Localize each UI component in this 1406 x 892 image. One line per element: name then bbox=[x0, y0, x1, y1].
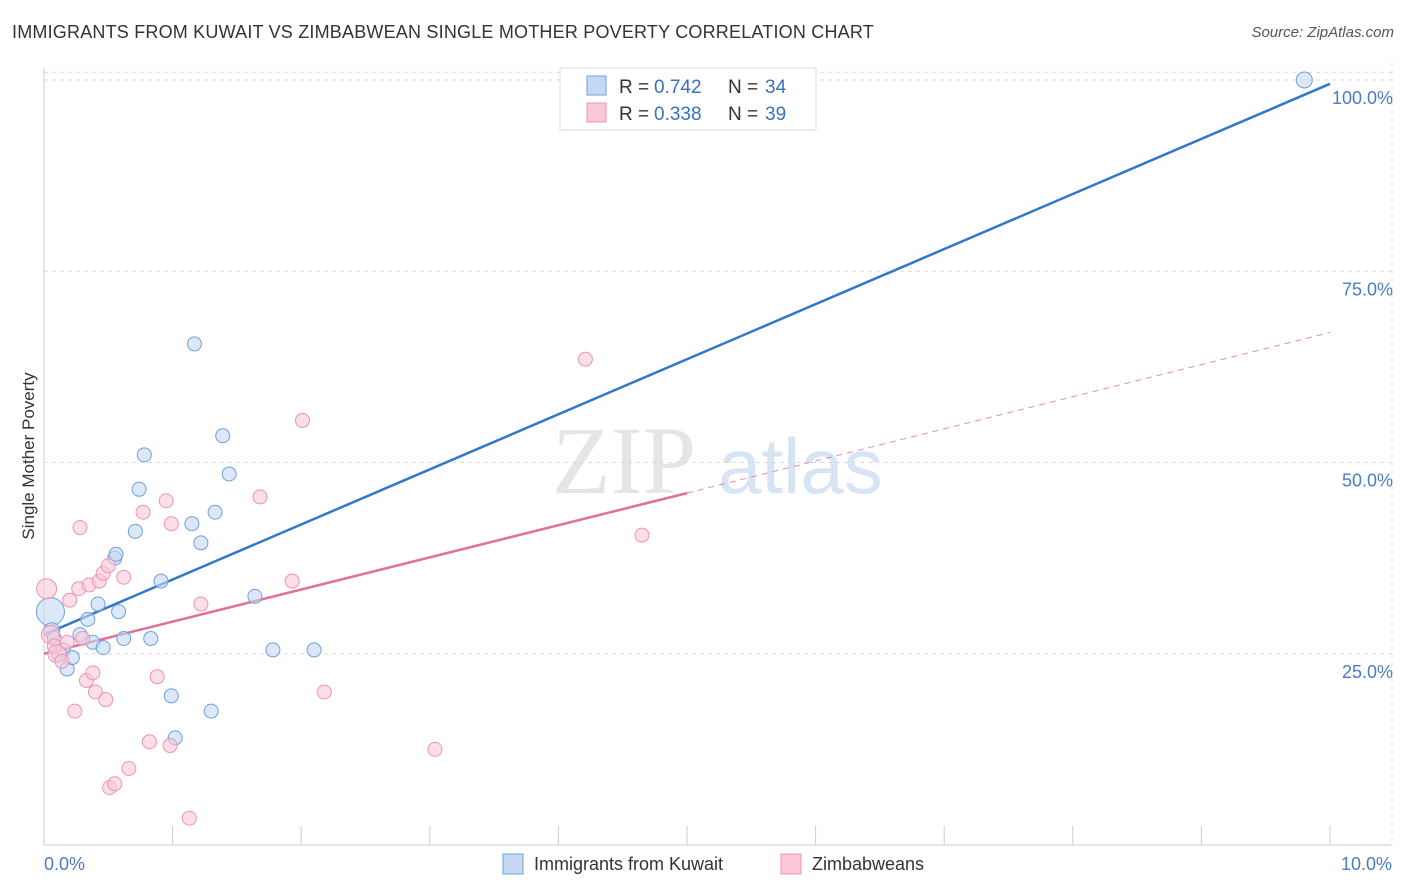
point-zimbabweans-32 bbox=[284, 573, 300, 589]
point-zimbabweans-36 bbox=[577, 351, 593, 367]
point-zimbabweans-17 bbox=[100, 558, 116, 574]
trend-line-dashed-1 bbox=[686, 331, 1331, 494]
y-tick-label-3: 100.0% bbox=[1332, 88, 1393, 108]
point-zimbabweans-6 bbox=[62, 592, 78, 608]
y-tick-label-0: 25.0% bbox=[1342, 662, 1393, 682]
point-kuwait-26 bbox=[203, 703, 219, 719]
legend: R = 0.742 N = 34 R = 0.338 N = 39 bbox=[559, 67, 817, 131]
point-kuwait-15 bbox=[116, 630, 132, 646]
point-zimbabweans-35 bbox=[427, 741, 443, 757]
point-kuwait-28 bbox=[215, 428, 231, 444]
point-zimbabweans-9 bbox=[72, 520, 88, 536]
point-kuwait-24 bbox=[184, 516, 200, 532]
trend-line-solid-1 bbox=[43, 491, 688, 655]
chart-source: Source: ZipAtlas.com bbox=[1251, 24, 1394, 41]
legend-n-label-kuwait: N = bbox=[728, 77, 758, 98]
point-zimbabweans-31 bbox=[252, 489, 268, 505]
legend-swatch-kuwait bbox=[586, 75, 607, 96]
x-tick-labels: 0.0% 10.0% bbox=[44, 854, 1392, 874]
point-zimbabweans-24 bbox=[141, 734, 157, 750]
y-tick-label-1: 50.0% bbox=[1342, 471, 1393, 491]
point-zimbabweans-25 bbox=[149, 669, 165, 685]
point-zimbabweans-27 bbox=[162, 738, 178, 754]
point-zimbabweans-22 bbox=[121, 761, 137, 776]
point-zimbabweans-7 bbox=[67, 703, 83, 719]
point-zimbabweans-5 bbox=[59, 634, 75, 650]
trend-lines bbox=[43, 82, 1331, 655]
y-tick-labels: 25.0% 50.0% 75.0% 100.0% bbox=[1332, 88, 1393, 682]
point-zimbabweans-33 bbox=[294, 412, 310, 428]
point-kuwait-19 bbox=[143, 630, 159, 646]
point-zimbabweans-20 bbox=[107, 776, 123, 792]
point-kuwait-25 bbox=[193, 535, 209, 551]
data-points bbox=[35, 71, 1313, 826]
point-zimbabweans-4 bbox=[54, 653, 70, 669]
point-kuwait-21 bbox=[163, 688, 179, 704]
point-zimbabweans-28 bbox=[163, 516, 179, 532]
grid-lines bbox=[44, 62, 1393, 845]
point-zimbabweans-23 bbox=[135, 504, 151, 520]
point-zimbabweans-26 bbox=[158, 493, 174, 509]
axes bbox=[43, 68, 1392, 846]
point-zimbabweans-21 bbox=[116, 569, 132, 585]
point-kuwait-29 bbox=[221, 466, 237, 482]
y-tick-label-2: 75.0% bbox=[1342, 279, 1393, 299]
point-kuwait-23 bbox=[186, 336, 202, 352]
point-kuwait-13 bbox=[108, 546, 124, 562]
point-kuwait-18 bbox=[136, 447, 152, 463]
chart-title: IMMIGRANTS FROM KUWAIT VS ZIMBABWEAN SIN… bbox=[12, 22, 874, 42]
bottom-legend: Immigrants from Kuwait Zimbabweans bbox=[502, 853, 924, 875]
point-zimbabweans-0 bbox=[36, 578, 58, 600]
point-kuwait-31 bbox=[265, 642, 281, 658]
point-kuwait-20 bbox=[153, 573, 169, 589]
bottom-legend-swatch-kuwait bbox=[502, 853, 524, 875]
watermark-atlas: atlas bbox=[718, 422, 883, 510]
point-zimbabweans-34 bbox=[316, 684, 332, 700]
point-zimbabweans-30 bbox=[193, 596, 209, 612]
bottom-legend-swatch-zimbabweans bbox=[780, 853, 802, 875]
point-kuwait-11 bbox=[95, 640, 111, 656]
y-axis-label: Single Mother Poverty bbox=[19, 372, 38, 540]
x-tick-label-max: 10.0% bbox=[1341, 854, 1392, 874]
watermark: ZIP atlas bbox=[552, 407, 883, 514]
legend-r-label-zimbabweans: R = bbox=[619, 104, 649, 125]
point-kuwait-17 bbox=[131, 481, 147, 497]
point-zimbabweans-29 bbox=[181, 810, 197, 826]
legend-n-value-zimbabweans: 39 bbox=[765, 104, 786, 125]
point-kuwait-33 bbox=[1295, 71, 1313, 89]
point-zimbabweans-18 bbox=[98, 692, 114, 708]
point-kuwait-30 bbox=[247, 588, 263, 604]
legend-r-value-kuwait: 0.742 bbox=[654, 77, 702, 98]
point-kuwait-0 bbox=[35, 597, 65, 627]
legend-r-value-zimbabweans: 0.338 bbox=[654, 104, 702, 125]
legend-swatch-zimbabweans bbox=[586, 102, 607, 123]
bottom-legend-label-kuwait: Immigrants from Kuwait bbox=[534, 854, 723, 874]
point-zimbabweans-14 bbox=[87, 684, 103, 700]
legend-r-label-kuwait: R = bbox=[619, 77, 649, 98]
point-kuwait-32 bbox=[306, 642, 322, 658]
point-zimbabweans-37 bbox=[634, 527, 650, 543]
point-kuwait-16 bbox=[127, 523, 143, 539]
point-zimbabweans-13 bbox=[85, 665, 101, 681]
point-kuwait-27 bbox=[207, 504, 223, 520]
bottom-legend-label-zimbabweans: Zimbabweans bbox=[812, 854, 924, 874]
trend-line-solid-0 bbox=[43, 82, 1331, 636]
point-zimbabweans-10 bbox=[75, 630, 91, 646]
watermark-zip: ZIP bbox=[552, 407, 696, 514]
legend-n-label-zimbabweans: N = bbox=[728, 104, 758, 125]
point-kuwait-10 bbox=[90, 596, 106, 612]
x-tick-label-min: 0.0% bbox=[44, 854, 85, 874]
legend-n-value-kuwait: 34 bbox=[765, 77, 787, 98]
point-kuwait-8 bbox=[80, 611, 96, 627]
point-kuwait-14 bbox=[111, 604, 127, 620]
